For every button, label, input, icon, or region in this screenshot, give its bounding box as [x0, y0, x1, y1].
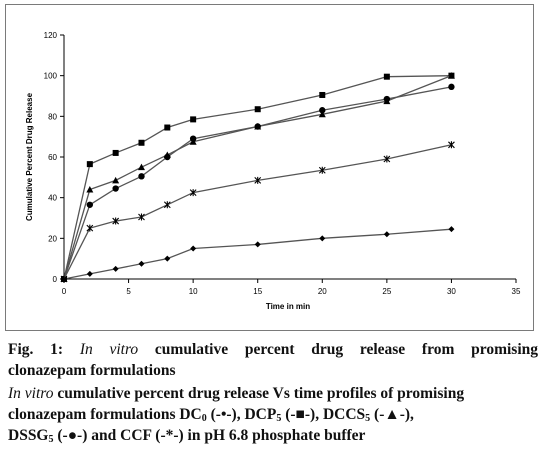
data-point-dc0: [383, 231, 390, 238]
caption-sub-dc: 0: [201, 413, 207, 424]
caption-sym-dcp: (-■-), DCCS: [281, 406, 366, 423]
data-point-dcp5: [112, 149, 119, 156]
data-point-dssg5: [254, 123, 261, 130]
data-point-dcp5: [254, 106, 261, 113]
caption-title-text: cumulative percent drug release from pro…: [154, 341, 538, 358]
data-point-dcp5: [383, 73, 390, 80]
data-point-ccf: [138, 213, 145, 221]
x-tick-label: 0: [62, 287, 67, 296]
caption-desc-a: clonazepam formulations DC: [8, 406, 202, 423]
data-point-ccf: [383, 155, 391, 163]
x-tick-label: 5: [126, 287, 131, 296]
data-point-dssg5: [448, 83, 455, 91]
caption-line-3: In vitro cumulative percent drug release…: [8, 385, 538, 403]
caption-sym-dc: (-•-), DCP: [206, 406, 277, 423]
data-point-dssg5: [319, 107, 326, 114]
x-tick-label: 15: [253, 287, 262, 296]
data-point-dc0: [319, 235, 326, 242]
data-point-dssg5: [189, 135, 197, 142]
data-point-dcp5: [86, 161, 93, 168]
figure-label: Fig. 1:: [8, 341, 64, 358]
y-tick-label: 20: [48, 234, 57, 243]
x-tick-label: 30: [447, 287, 456, 296]
caption-line-5: DSSG5 (-●-) and CCF (-*-) in pH 6.8 phos…: [8, 427, 538, 445]
data-point-dcp5: [190, 116, 197, 123]
data-point-dc0: [86, 270, 93, 277]
data-point-dssg5: [86, 201, 94, 208]
y-tick-label: 60: [48, 153, 57, 162]
series-line-dc0: [63, 228, 452, 280]
x-tick-label: 20: [318, 287, 327, 296]
data-point-ccf: [318, 166, 326, 174]
data-point-ccf: [86, 224, 94, 232]
data-point-dccs5: [318, 110, 326, 118]
data-point-ccf: [448, 141, 455, 149]
data-point-ccf: [60, 275, 68, 283]
series-line-ccf: [63, 144, 452, 280]
caption-sub-dssg: 5: [48, 434, 54, 445]
y-tick-label: 40: [48, 194, 57, 203]
data-point-ccf: [189, 189, 197, 197]
y-tick-label: 100: [44, 72, 58, 81]
caption-line-2: clonazepam formulations: [8, 362, 538, 380]
data-point-dcp5: [164, 124, 171, 131]
data-point-dssg5: [112, 185, 119, 192]
data-point-dc0: [138, 260, 145, 267]
y-tick-label: 0: [53, 275, 58, 284]
data-point-dccs5: [112, 176, 120, 184]
data-point-dc0: [164, 255, 171, 262]
x-tick-label: 25: [382, 287, 391, 296]
y-tick-label: 120: [44, 31, 58, 40]
caption-title-text-2: clonazepam formulations: [8, 362, 176, 379]
data-point-dccs5: [137, 163, 145, 171]
caption-italic-in-vitro: In vitro: [79, 341, 139, 358]
y-axis-label: Cumulative Percent Drug Release: [25, 92, 34, 221]
series-line-dcp5: [63, 75, 452, 280]
data-point-dc0: [254, 241, 261, 248]
caption-italic-in-vitro-2: In vitro: [8, 385, 54, 402]
data-point-dc0: [190, 245, 197, 252]
caption-line-1: Fig. 1: In vitro cumulative percent drug…: [8, 341, 538, 359]
x-axis-label: Time in min: [266, 302, 310, 311]
data-point-dc0: [448, 226, 455, 233]
data-point-ccf: [112, 217, 120, 225]
caption-sub-dcp: 5: [276, 413, 282, 424]
caption-sym-rest: (-●-) and CCF (-*-) in pH 6.8 phosphate …: [53, 427, 366, 444]
data-point-dc0: [112, 265, 119, 272]
data-point-ccf: [254, 176, 262, 184]
line-chart: 0 20 40 60 80 100 120 0 5 10 15 20 25 30 35 Time in min…: [25, 31, 521, 311]
data-point-dccs5: [447, 72, 455, 79]
data-point-dssg5: [138, 173, 145, 180]
caption-sub-dccs: 5: [365, 413, 371, 424]
series-line-dssg5: [63, 86, 452, 280]
data-point-dssg5: [383, 95, 391, 103]
caption-desc-b: DSSG: [8, 427, 49, 444]
data-point-dccs5: [86, 186, 94, 193]
data-point-dcp5: [319, 91, 326, 98]
caption-line-4: clonazepam formulations DC0 (-•-), DCP5 …: [8, 406, 538, 424]
x-tick-label: 35: [512, 287, 521, 296]
caption-desc-text: cumulative percent drug release Vs time …: [57, 385, 465, 402]
x-tick-label: 10: [189, 287, 198, 296]
data-point-ccf: [163, 201, 171, 209]
y-tick-label: 80: [48, 112, 57, 121]
data-point-dcp5: [138, 139, 145, 146]
caption-sym-dccs: (-▲-),: [370, 406, 414, 423]
chart-frame: 0 20 40 60 80 100 120 0 5 10 15 20 25 30 35 Time in min…: [5, 4, 534, 331]
data-point-dssg5: [164, 153, 171, 161]
